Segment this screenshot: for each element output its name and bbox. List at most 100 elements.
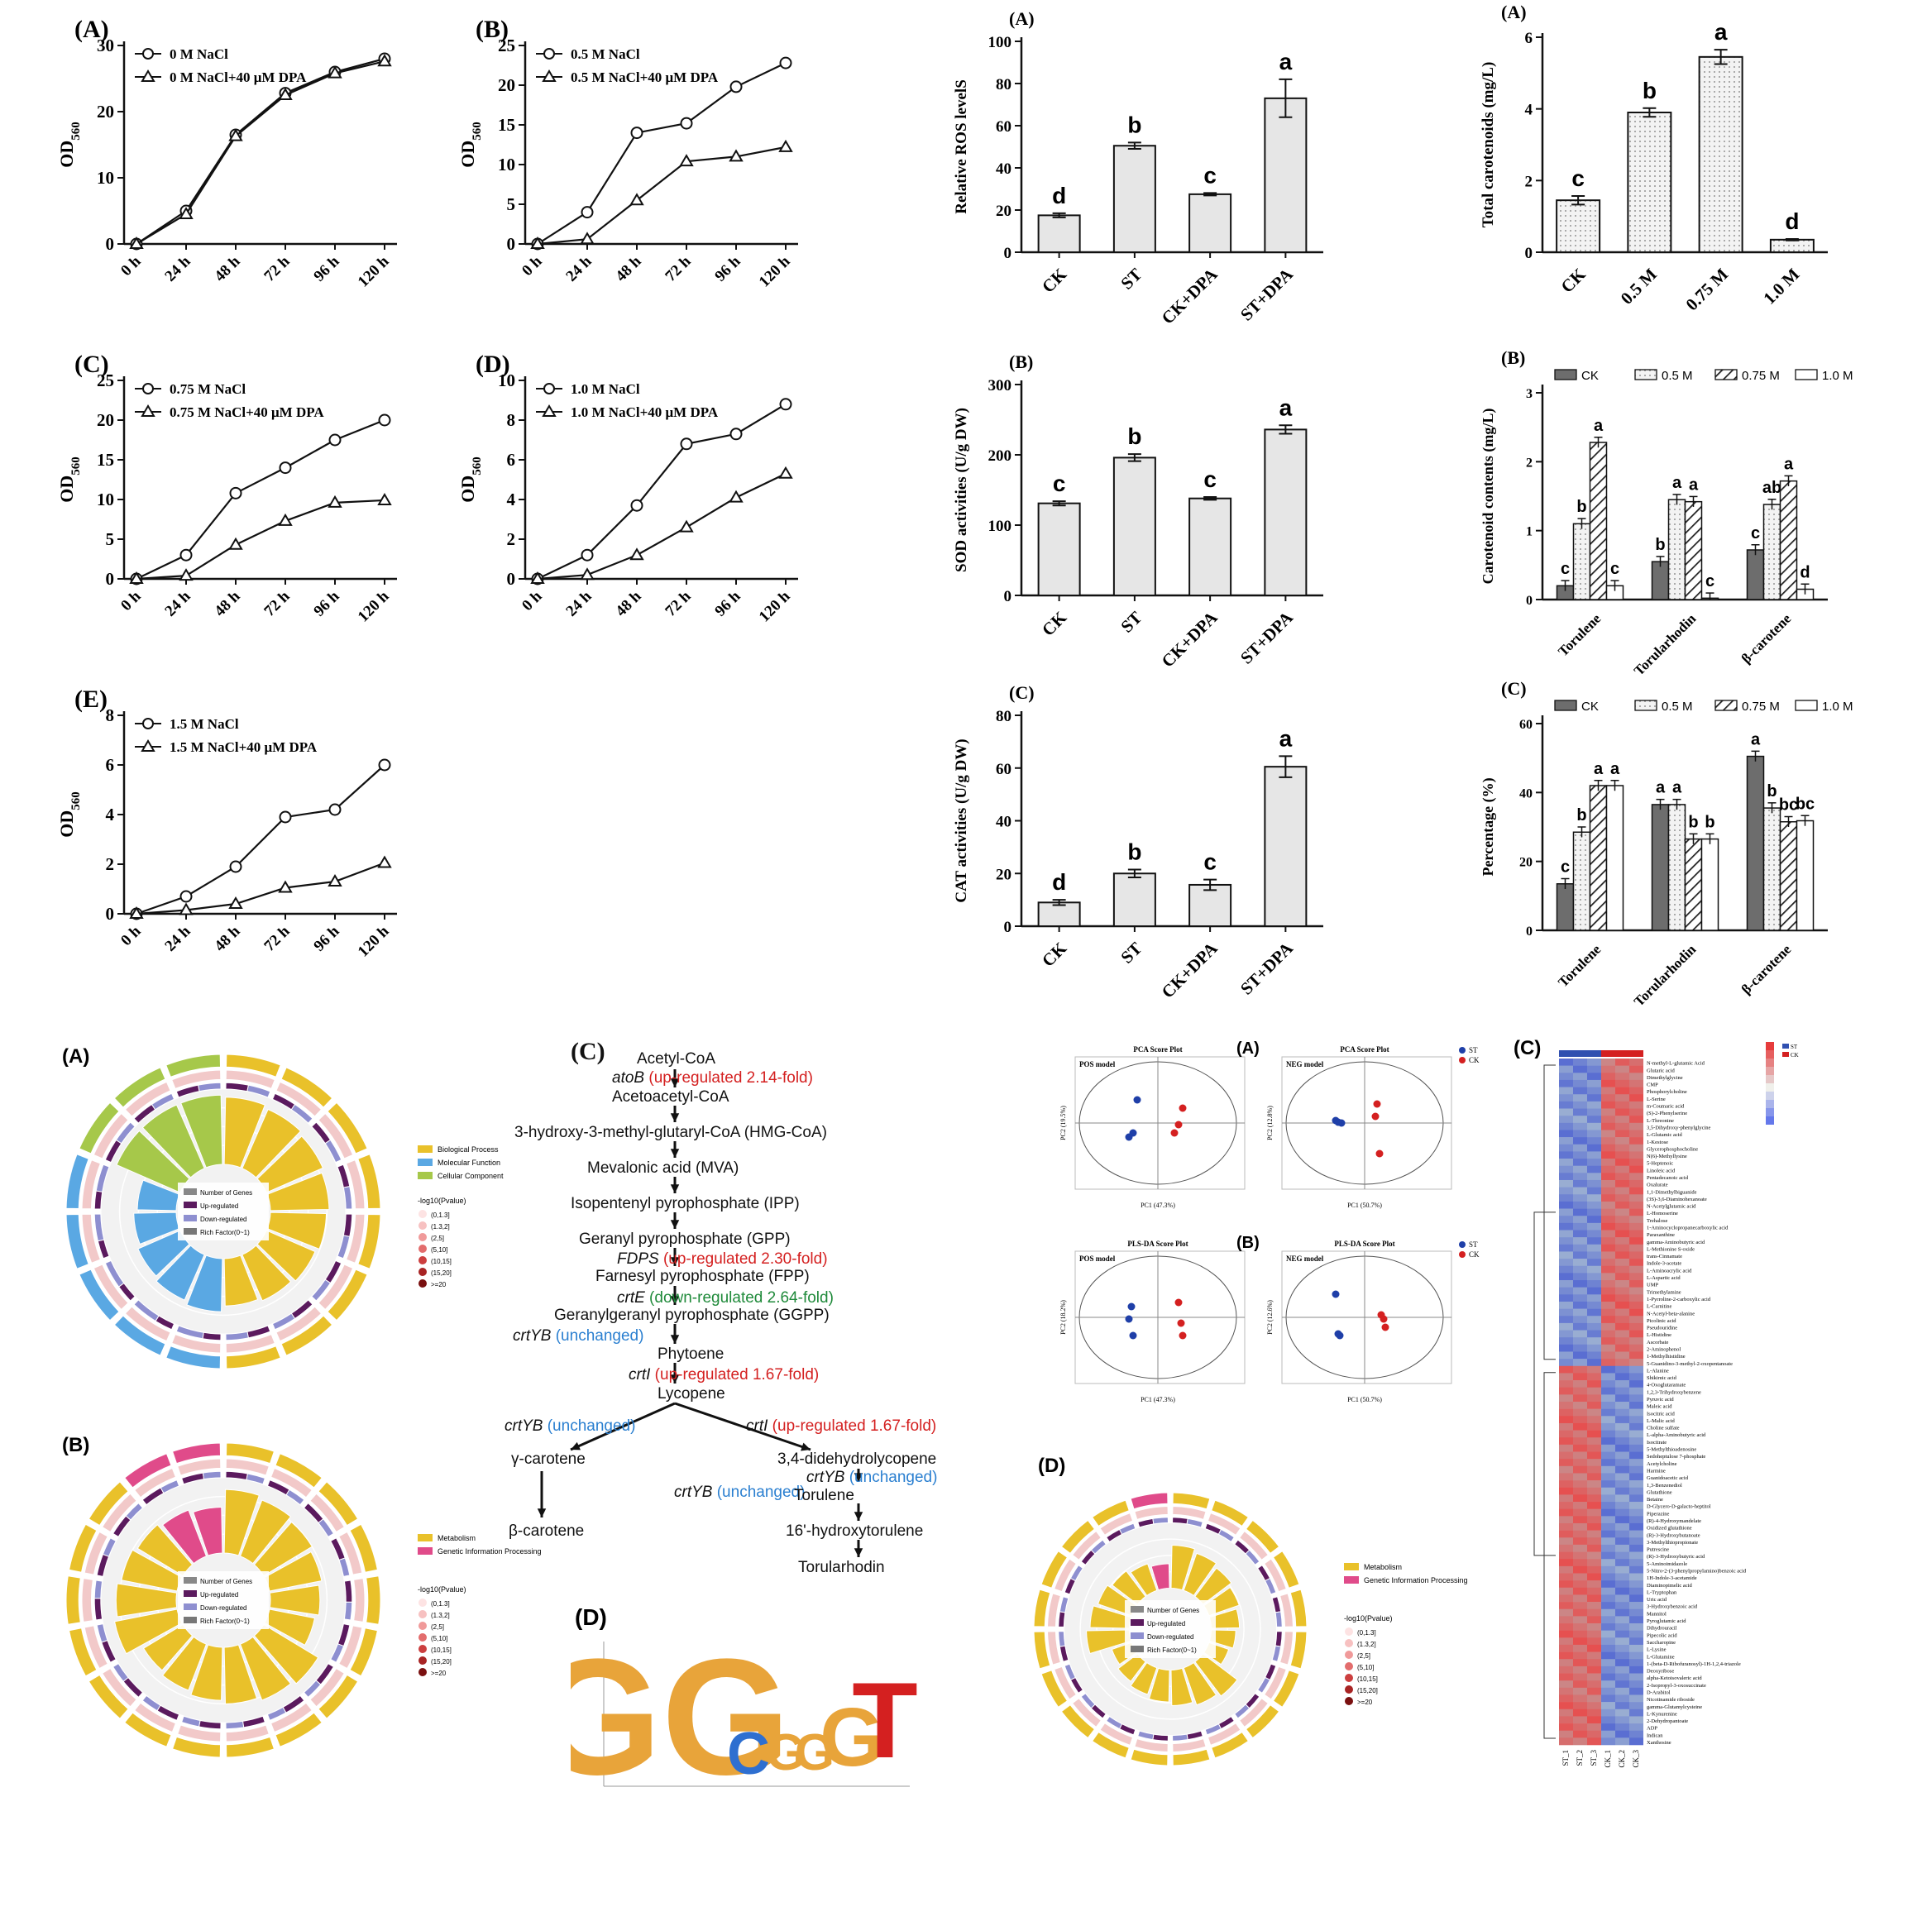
heatmap-cell [1615, 1337, 1629, 1345]
heatmap-cell [1587, 1737, 1601, 1746]
x-tick-label: 24 h [161, 252, 194, 284]
color-scale-cell [1766, 1067, 1774, 1075]
heatmap-cell [1615, 1065, 1629, 1073]
down-regulated-segment [125, 1502, 144, 1521]
pathway-metabolite: Farnesyl pyrophosphate (FPP) [595, 1268, 810, 1285]
heatmap-cell [1587, 1730, 1601, 1738]
heatmap-cell [1601, 1416, 1615, 1424]
heatmap-cell [1629, 1594, 1643, 1603]
heatmap-cell [1587, 1373, 1601, 1381]
pvalue-ring-segment [81, 1213, 102, 1264]
heatmap-cell [1629, 1294, 1643, 1302]
bar [1188, 193, 1232, 253]
color-scale-cell [1766, 1092, 1774, 1100]
pvalue-ring-segment [1279, 1593, 1294, 1627]
heatmap-cell [1587, 1516, 1601, 1524]
down-regulated-segment [202, 1470, 222, 1480]
heatmap-cell [1615, 1659, 1629, 1667]
y-tick-label: 20 [97, 410, 114, 430]
heatmap-cell [1587, 1079, 1601, 1087]
pvalue-ring-segment [81, 1159, 102, 1210]
heatmap-cell [1629, 1387, 1643, 1395]
heatmap-cell [1587, 1394, 1601, 1403]
down-regulated-segment [225, 1720, 245, 1730]
gene-name: crtYB [513, 1327, 552, 1345]
heatmap-cell [1629, 1259, 1643, 1267]
heatmap-cell [1629, 1330, 1643, 1338]
heatmap-cell [1559, 1159, 1573, 1166]
x-tick-label: 48 h [211, 252, 243, 284]
category-ring-segment [1289, 1589, 1308, 1627]
row-label: L-Tryptophan [1647, 1589, 1677, 1595]
x-tick-label: 48 h [211, 922, 243, 954]
gene-name: FDPS [617, 1250, 659, 1268]
heatmap-cell [1629, 1365, 1643, 1374]
group-bar [1559, 1050, 1573, 1057]
category-ring-segment [79, 1269, 120, 1321]
pvalue-legend-label: (5,10] [431, 1635, 447, 1642]
significance-letter: c [1053, 471, 1066, 496]
gene-name: crtI [629, 1366, 651, 1384]
y-tick-label: 2 [1526, 456, 1533, 470]
heatmap-cell [1559, 1465, 1573, 1474]
heatmap-cell [1573, 1187, 1587, 1195]
heatmap-cell [1559, 1380, 1573, 1388]
pathway-gene-annotation: crtYB (unchanged) [806, 1469, 937, 1487]
heatmap-cell [1573, 1444, 1587, 1452]
heatmap-cell [1573, 1322, 1587, 1331]
heatmap-cell [1629, 1565, 1643, 1574]
data-point-circle [279, 461, 292, 475]
data-point-triangle [729, 149, 744, 162]
heatmap-cell [1559, 1723, 1573, 1732]
pathway-arrow [674, 1402, 811, 1451]
heatmap-cell [1587, 1630, 1601, 1638]
data-point-triangle [629, 193, 644, 206]
heatmap-cell [1587, 1265, 1601, 1274]
heatmap-cell [1601, 1173, 1615, 1181]
pvalue-ring-segment [1172, 1506, 1207, 1520]
down-regulated-segment [115, 1121, 136, 1145]
heatmap-cell [1587, 1151, 1601, 1159]
heatmap-cell [1573, 1079, 1587, 1087]
model-label: POS model [1079, 1255, 1116, 1263]
pathway-gene-annotation: crtI (up-regulated 1.67-fold) [629, 1366, 819, 1384]
y-tick-label: 30 [97, 36, 114, 55]
legend-label: 0.75 M [1742, 700, 1780, 714]
legend-dot-st [1459, 1241, 1466, 1248]
rich-factor-bar [192, 1506, 223, 1556]
pathway-arrowhead [801, 1442, 811, 1451]
down-regulated-segment [1245, 1549, 1260, 1565]
y-tick-label: 2 [1525, 173, 1533, 190]
x-tick-label: ST [1117, 608, 1145, 637]
pvalue-legend-dot [418, 1656, 427, 1665]
x-tick-label: 72 h [261, 922, 293, 954]
heatmap-cell [1601, 1623, 1615, 1631]
category-ring-segment [280, 1067, 333, 1108]
grid-ring [1096, 1555, 1245, 1704]
heatmap-cell [1629, 1322, 1643, 1331]
legend-label: 0.75 M [1742, 369, 1780, 383]
rich-factor-bar [1183, 1661, 1217, 1706]
down-regulated-segment [160, 1479, 180, 1494]
panel-label: (E) [74, 686, 108, 713]
category-ring-segment [1245, 1519, 1280, 1555]
heatmap-cell [1615, 1716, 1629, 1724]
heatmap-cell [1573, 1630, 1587, 1638]
heatmap-cell [1615, 1709, 1629, 1717]
y-tick-label: 40 [996, 160, 1011, 178]
bar [1572, 831, 1591, 931]
bar [1037, 502, 1081, 596]
bar [1112, 872, 1156, 927]
heatmap-cell [1559, 1673, 1573, 1681]
bar [1667, 804, 1686, 931]
row-label: Trehalose [1647, 1218, 1668, 1224]
legend-swatch [1795, 700, 1818, 711]
category-ring-segment [124, 1712, 172, 1747]
heatmap-cell [1559, 1651, 1573, 1660]
data-point-triangle [129, 237, 144, 249]
category-ring-segment [1211, 1731, 1249, 1759]
motif-letter: C [727, 1721, 770, 1787]
heatmap-cell [1559, 1237, 1573, 1245]
color-scale-cell [1766, 1108, 1774, 1116]
cat-bar-chart: (C) 0 20 40 60 80 CAT activities (U/g DW) d CK b S… [953, 682, 1323, 1002]
